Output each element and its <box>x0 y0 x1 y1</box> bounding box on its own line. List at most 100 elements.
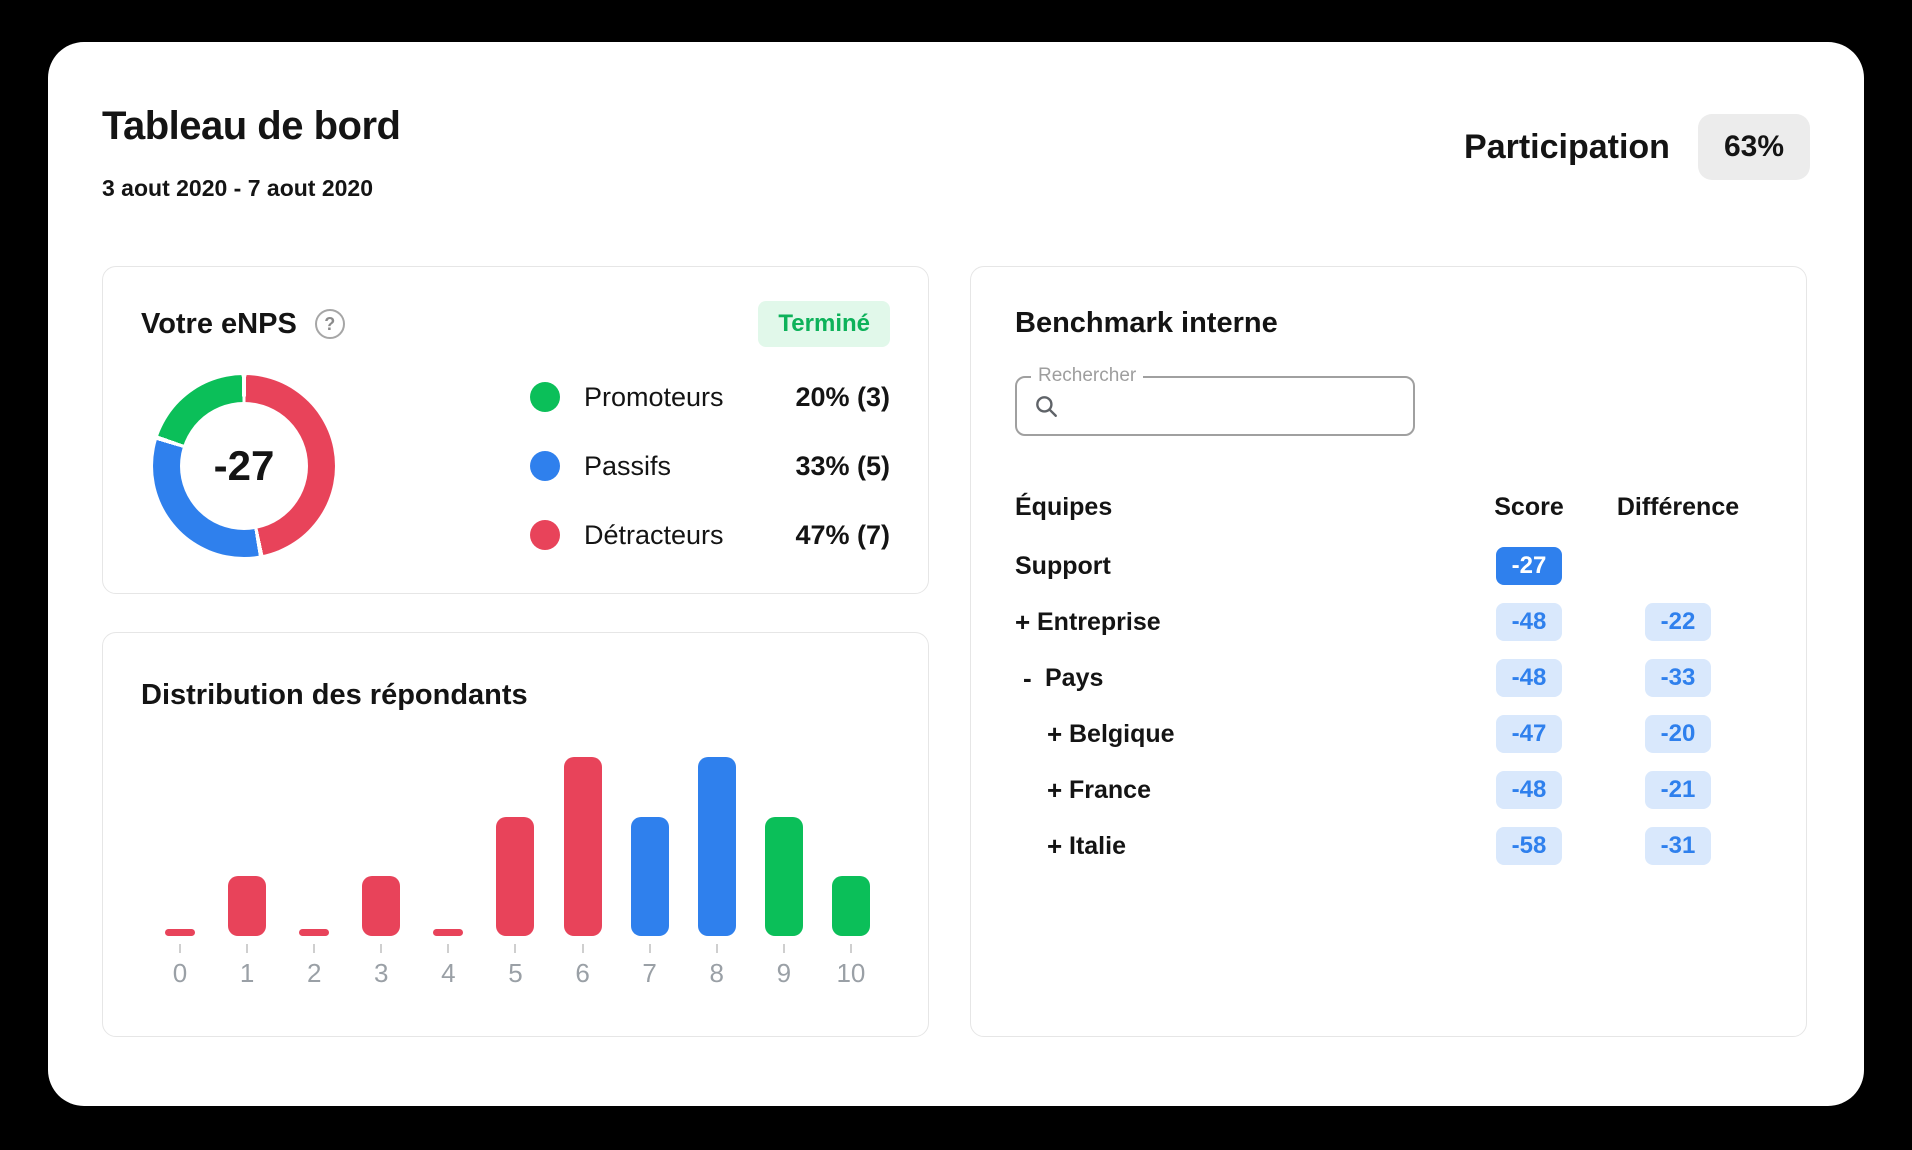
axis-tick <box>246 944 249 953</box>
legend-value: 47% (7) <box>795 519 890 550</box>
bar-column: 3 <box>350 756 412 989</box>
dashboard-page: Tableau de bord 3 aout 2020 - 7 aout 202… <box>48 42 1864 1106</box>
table-row: + Belgique -47 -20 <box>1015 706 1762 762</box>
difference-badge: -21 <box>1645 771 1711 809</box>
team-label: Support <box>1015 551 1111 580</box>
table-row: - Pays -48 -33 <box>1015 650 1762 706</box>
score-badge: -47 <box>1496 715 1562 753</box>
bar <box>630 817 669 936</box>
legend-item-promoters: Promoteurs 20% (3) <box>530 382 890 413</box>
axis-label: 10 <box>836 958 866 988</box>
bar-column: 9 <box>753 756 815 989</box>
axis-label: 9 <box>776 958 792 988</box>
axis-tick <box>514 944 517 953</box>
score-badge: -48 <box>1496 603 1562 641</box>
team-label: + Entreprise <box>1015 606 1161 637</box>
enps-card: Votre eNPS ? Terminé -27 Promoteurs 20% … <box>102 266 929 594</box>
bar-column: 5 <box>484 756 546 989</box>
axis-label: 5 <box>508 958 523 988</box>
table-row: + Entreprise -48 -22 <box>1015 594 1762 650</box>
axis-label: 0 <box>172 958 188 988</box>
table-row: + France -48 -21 <box>1015 762 1762 818</box>
team-label: + Italie <box>1047 830 1126 861</box>
bar-column: 10 <box>820 756 882 989</box>
column-header-difference: Différence <box>1616 492 1740 521</box>
difference-badge: -20 <box>1645 715 1711 753</box>
legend-value: 33% (5) <box>795 450 890 481</box>
axis-tick <box>849 944 852 953</box>
axis-tick <box>380 944 383 953</box>
axis-tick <box>581 944 584 953</box>
bar-column: 2 <box>283 756 345 989</box>
collapse-icon[interactable]: - <box>1023 662 1032 693</box>
bar <box>362 876 401 936</box>
distribution-card: Distribution des répondants 0 1 2 3 4 5 … <box>102 632 929 1037</box>
bar-column: 0 <box>149 756 211 989</box>
team-label: - Pays <box>1023 662 1104 693</box>
axis-tick <box>648 944 651 953</box>
enps-legend: Promoteurs 20% (3) Passifs 33% (5) Détra… <box>530 382 890 551</box>
search-icon <box>1033 393 1059 419</box>
detractors-dot-icon <box>530 520 560 550</box>
search-field[interactable]: Rechercher <box>1015 365 1415 436</box>
axis-label: 1 <box>239 958 255 988</box>
participation-label: Participation <box>1464 127 1670 166</box>
bar <box>563 757 602 936</box>
page-header: Tableau de bord 3 aout 2020 - 7 aout 202… <box>102 104 1810 202</box>
legend-value: 20% (3) <box>795 381 890 412</box>
enps-donut-chart: -27 <box>153 375 335 557</box>
distribution-card-title: Distribution des répondants <box>141 679 528 711</box>
bar <box>831 876 870 936</box>
enps-card-title: Votre eNPS <box>141 307 297 340</box>
team-label: + Belgique <box>1047 718 1175 749</box>
expand-icon[interactable]: + <box>1047 830 1063 861</box>
score-badge: -58 <box>1496 827 1562 865</box>
difference-badge: -22 <box>1645 603 1711 641</box>
participation-value-badge: 63% <box>1697 114 1810 180</box>
legend-item-passives: Passifs 33% (5) <box>530 451 890 482</box>
axis-label: 6 <box>575 958 590 988</box>
legend-label: Passifs <box>584 450 672 481</box>
passives-dot-icon <box>530 451 560 481</box>
benchmark-table: Équipes Score Différence Support -27 + E… <box>1015 484 1762 874</box>
column-header-score: Score <box>1494 492 1564 521</box>
column-header-teams: Équipes <box>1015 492 1113 521</box>
difference-badge: -31 <box>1645 827 1711 865</box>
table-row: Support -27 <box>1015 538 1762 594</box>
help-icon[interactable]: ? <box>314 309 345 339</box>
enps-score: -27 <box>213 442 275 489</box>
score-badge: -27 <box>1496 547 1562 585</box>
axis-tick <box>782 944 785 953</box>
date-range: 3 aout 2020 - 7 aout 2020 <box>102 175 374 201</box>
bar <box>764 817 803 936</box>
search-field-label: Rechercher <box>1031 365 1144 387</box>
bar-column: 7 <box>619 756 681 989</box>
benchmark-card-title: Benchmark interne <box>1015 307 1278 339</box>
bar-column: 6 <box>552 756 614 989</box>
difference-badge: -33 <box>1645 659 1711 697</box>
participation-block: Participation 63% <box>1464 114 1810 180</box>
status-badge: Terminé <box>758 301 890 347</box>
bar-column: 8 <box>686 756 748 989</box>
distribution-bar-chart: 0 1 2 3 4 5 6 7 8 9 10 <box>141 756 890 989</box>
legend-label: Promoteurs <box>584 381 724 412</box>
title-block: Tableau de bord 3 aout 2020 - 7 aout 202… <box>102 104 401 202</box>
expand-icon[interactable]: + <box>1015 606 1031 637</box>
axis-label: 8 <box>709 958 724 988</box>
expand-icon[interactable]: + <box>1047 718 1063 749</box>
axis-tick <box>447 944 450 953</box>
search-input[interactable] <box>1073 382 1403 430</box>
bar <box>299 929 330 936</box>
axis-label: 3 <box>374 958 389 988</box>
expand-icon[interactable]: + <box>1047 774 1063 805</box>
bar <box>496 817 535 936</box>
table-header-row: Équipes Score Différence <box>1015 484 1762 530</box>
team-label: + France <box>1047 774 1151 805</box>
axis-label: 2 <box>306 958 322 988</box>
table-row: + Italie -58 -31 <box>1015 818 1762 874</box>
donut-ring <box>153 375 335 557</box>
axis-label: 4 <box>441 958 456 988</box>
bar <box>228 876 267 936</box>
legend-label: Détracteurs <box>584 519 724 550</box>
benchmark-card: Benchmark interne Rechercher Équipes Sco… <box>970 266 1807 1037</box>
